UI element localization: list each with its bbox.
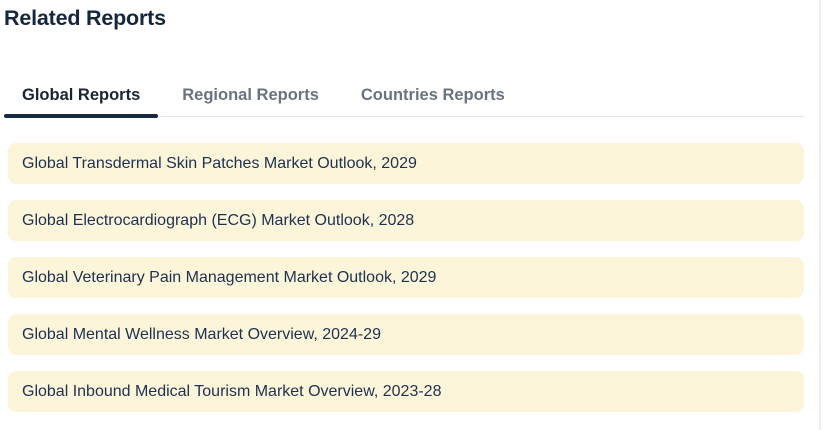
report-link-veterinary-pain-management[interactable]: Global Veterinary Pain Management Market… (8, 257, 804, 298)
report-link-electrocardiograph-ecg[interactable]: Global Electrocardiograph (ECG) Market O… (8, 200, 804, 241)
page-title: Related Reports (4, 6, 166, 30)
report-list: Global Transdermal Skin Patches Market O… (8, 143, 804, 428)
tab-global-reports[interactable]: Global Reports (4, 75, 159, 118)
tab-countries-reports[interactable]: Countries Reports (343, 75, 523, 116)
report-link-mental-wellness[interactable]: Global Mental Wellness Market Overview, … (8, 314, 804, 355)
report-link-transdermal-skin-patches[interactable]: Global Transdermal Skin Patches Market O… (8, 143, 804, 184)
tab-regional-reports[interactable]: Regional Reports (164, 75, 337, 116)
report-link-inbound-medical-tourism[interactable]: Global Inbound Medical Tourism Market Ov… (8, 371, 804, 412)
content-right-divider (819, 0, 821, 430)
reports-tab-bar: Global Reports Regional Reports Countrie… (4, 75, 804, 118)
